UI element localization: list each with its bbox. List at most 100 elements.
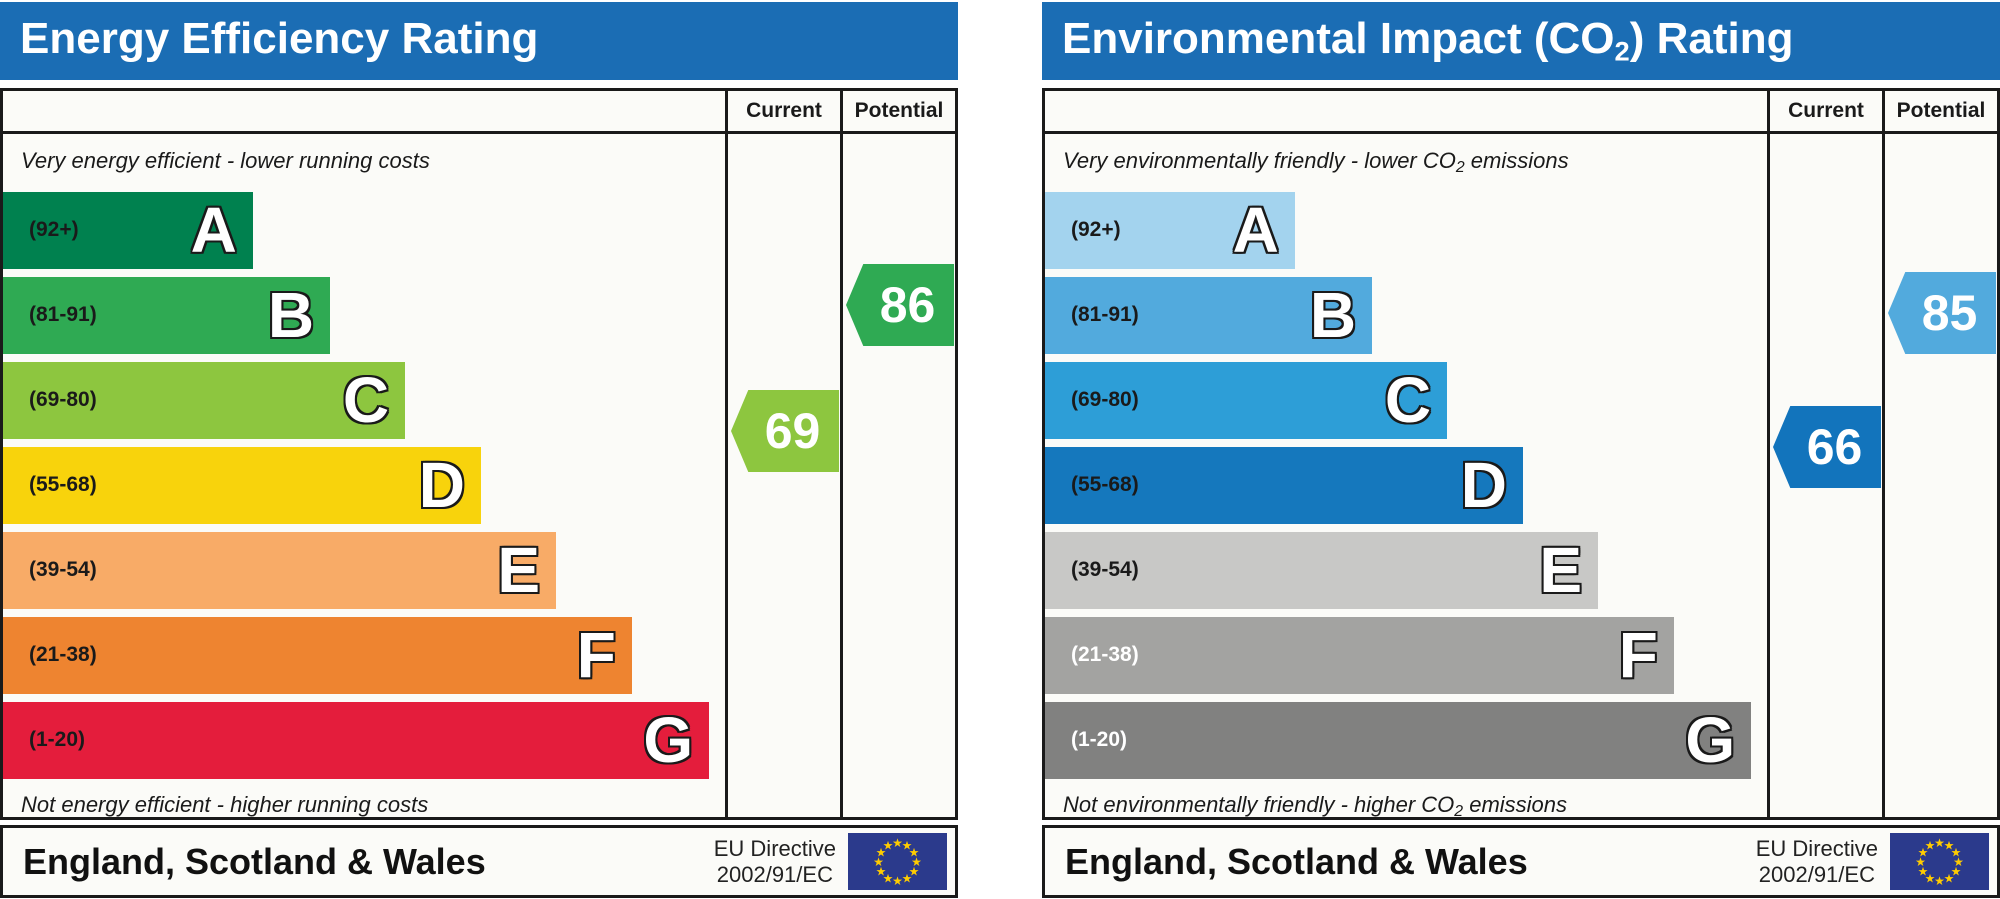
co2-potential-column: 85 [1882,134,1997,817]
band-row-e: (39-54) E [3,531,557,609]
band-letter: D [1460,449,1507,522]
eu-flag-star: ★ [1934,873,1945,888]
energy-current-value: 69 [764,403,821,459]
eu-flag-star: ★ [911,854,922,869]
energy-potential-column: 86 [840,134,955,817]
eu-flag-star: ★ [1915,854,1926,869]
band-row-b: (81-91) B [3,276,331,354]
band-range-label: (81-91) [1071,303,1139,327]
band-row-a: (92+) A [3,191,253,269]
bottom-caption: Not energy efficient - higher running co… [21,791,429,817]
band-range-label: (39-54) [1071,558,1139,582]
eu-directive-label: EU Directive 2002/91/EC [1755,835,1878,887]
co2-chart-title-bar: Environmental Impact (CO2) Rating [1042,2,2000,80]
eu-flag-icon: ★ ★ ★ ★ ★ ★ ★ ★ ★ ★ ★ ★ [1890,833,1989,890]
band-letter: B [1309,279,1357,352]
energy-potential-value: 86 [879,277,936,333]
co2-current-badge: 66 [1773,406,1881,488]
energy-chart-title-bar: Energy Efficiency Rating [0,2,958,80]
band-letter: C [1384,364,1432,437]
title-subscript: 2 [1614,35,1630,67]
eu-flag-star: ★ [1917,845,1929,859]
region-label: England, Scotland & Wales [23,840,486,882]
region-label: England, Scotland & Wales [1065,840,1528,882]
band-range-label: (69-80) [1071,388,1139,412]
eu-flag-star: ★ [1950,845,1962,859]
band-row-e: (39-54) E [1045,531,1599,609]
band-letter: B [267,279,315,352]
co2-chart-title: Environmental Impact (CO2) Rating [1062,14,1794,67]
eu-flag-star: ★ [1953,854,1964,869]
co2-current-column: 66 [1767,134,1882,817]
band-range-label: (55-68) [1071,473,1139,497]
band-letter: A [190,194,237,267]
energy-chart-title: Energy Efficiency Rating [20,14,539,64]
eu-flag-star: ★ [1943,838,1955,853]
band-row-b: (81-91) B [1045,276,1373,354]
eu-directive-label: EU Directive 2002/91/EC [713,835,836,887]
header-blank-cell [3,91,725,134]
co2-rating-table: Current Potential Very environmentally f… [1042,88,2000,820]
band-row-f: (21-38) F [3,616,632,694]
energy-band-bars: (92+) A (81-91) B (69-80) C (55-68) D (39-54) E (2… [3,191,725,779]
eu-flag-star: ★ [1924,870,1936,885]
band-row-d: (55-68) D [3,446,481,524]
band-row-f: (21-38) F [1045,616,1674,694]
bottom-caption: Not environmentally friendly - higher CO… [1063,791,1568,817]
top-caption: Very energy efficient - lower running co… [21,148,430,173]
potential-column-header: Potential [1882,91,1997,134]
band-letter: F [576,619,616,692]
band-range-label: (1-20) [29,728,86,752]
band-range-label: (55-68) [29,473,97,497]
co2-rating-scale: Very environmentally friendly - lower CO… [1045,134,1767,817]
eu-flag-star: ★ [892,873,903,888]
eu-flag-star: ★ [875,845,887,859]
band-range-label: (21-38) [29,643,97,667]
eu-flag-star: ★ [908,845,920,859]
co2-potential-value: 85 [1921,285,1978,341]
energy-efficiency-chart: Energy Efficiency Rating Current Potenti… [0,2,958,898]
eu-flag-star: ★ [882,870,894,885]
band-range-label: (92+) [29,218,79,242]
band-letter: D [418,449,465,522]
eu-flag-star: ★ [1917,864,1929,878]
band-range-label: (1-20) [1071,728,1128,752]
energy-current-column: 69 [725,134,840,817]
potential-column-header: Potential [840,91,955,134]
eu-flag-star: ★ [1934,835,1945,850]
current-column-header: Current [1767,91,1882,134]
band-range-label: (21-38) [1071,643,1139,667]
eu-flag-star: ★ [873,854,884,869]
eu-flag-star: ★ [1943,870,1955,885]
band-range-label: (69-80) [29,388,97,412]
co2-band-bars: (92+) A (81-91) B (69-80) C (55-68) D (39-54) E (2… [1045,191,1767,779]
co2-chart-footer: England, Scotland & Wales EU Directive 20… [1042,825,2000,898]
band-letter: E [1539,534,1583,607]
eu-flag-star: ★ [875,864,887,878]
top-caption: Very environmentally friendly - lower CO… [1063,148,1569,176]
eu-flag-star: ★ [1924,838,1936,853]
band-letter: A [1232,194,1279,267]
band-range-label: (81-91) [29,303,97,327]
energy-rating-table: Current Potential Very energy efficient … [0,88,958,820]
band-letter: F [1618,619,1658,692]
band-letter: G [1685,704,1736,777]
band-row-c: (69-80) C [1045,361,1448,439]
band-row-g: (1-20) G [1045,701,1752,779]
band-letter: E [497,534,541,607]
band-row-g: (1-20) G [3,701,710,779]
eu-flag-icon: ★ ★ ★ ★ ★ ★ ★ ★ ★ ★ ★ ★ [848,833,947,890]
energy-chart-footer: England, Scotland & Wales EU Directive 20… [0,825,958,898]
eu-flag-star: ★ [1950,864,1962,878]
current-column-header: Current [725,91,840,134]
band-letter: C [342,364,390,437]
environmental-impact-chart: Environmental Impact (CO2) Rating Curren… [1042,2,2000,898]
eu-flag-star: ★ [882,838,894,853]
band-row-d: (55-68) D [1045,446,1523,524]
energy-potential-badge: 86 [846,264,954,346]
band-range-label: (39-54) [29,558,97,582]
co2-potential-badge: 85 [1888,272,1996,354]
eu-flag-star: ★ [892,835,903,850]
band-letter: G [643,704,694,777]
